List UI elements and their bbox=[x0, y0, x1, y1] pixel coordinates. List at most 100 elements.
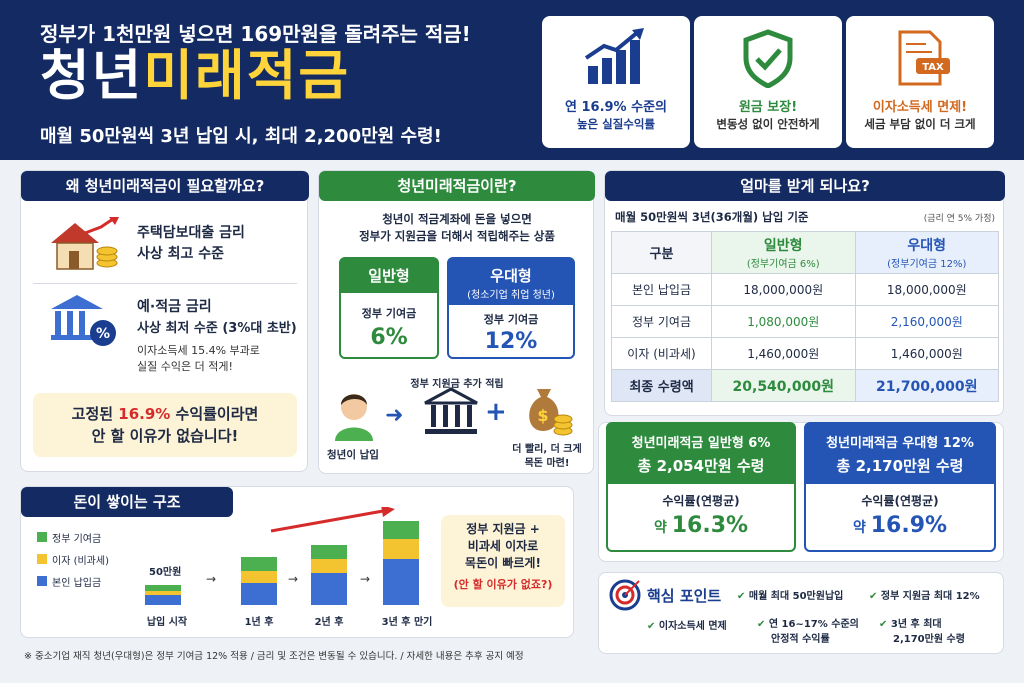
chevron-arrow-icon: → bbox=[206, 572, 216, 586]
svg-text:TAX: TAX bbox=[922, 62, 944, 73]
x-label: 2년 후 bbox=[314, 617, 344, 628]
title-white: 청년 bbox=[40, 44, 144, 107]
page-title: 청년미래적금 bbox=[40, 46, 350, 106]
point-label: 3년 후 최대 bbox=[890, 619, 942, 630]
general-title: 일반형 bbox=[341, 259, 437, 293]
general-h1: 청년미래적금 일반형 6% bbox=[631, 436, 771, 451]
side-line3: 목돈이 빠르게! bbox=[465, 556, 541, 570]
title-yellow: 미래적금 bbox=[143, 44, 351, 107]
structure-panel: 돈이 쌓이는 구조 정부 기여금 이자 (비과세) 본인 납입금 50만원 → … bbox=[20, 486, 574, 638]
legend-label: 이자 (비과세) bbox=[52, 556, 109, 567]
x-label: 납입 시작 bbox=[146, 617, 188, 628]
general-rate-label: 수익률(연평균) bbox=[662, 494, 740, 508]
col-general-header: 일반형 (정부기여금 6%) bbox=[711, 231, 856, 274]
reason2-note: 이자소득세 15.4% 부과로 실질 수익은 더 적게! bbox=[137, 343, 260, 375]
table-row: 정부 기여금 1,080,000원 2,160,000원 bbox=[611, 305, 999, 338]
point-item: ✔ 3년 후 최대 2,170만원 수령 bbox=[879, 617, 965, 647]
point-label: 안정적 수익률 bbox=[771, 634, 830, 645]
bar-segment-gov bbox=[145, 585, 181, 591]
bar-segment-gov bbox=[241, 557, 277, 571]
col-general: 일반형 bbox=[763, 238, 803, 254]
preferred-type-box: 우대형 (청소기업 취업 청년) 정부 기여금 12% bbox=[447, 257, 575, 359]
check-icon: ✔ bbox=[757, 619, 766, 630]
general-label: 정부 기여금 bbox=[361, 307, 417, 320]
legend-swatch bbox=[37, 532, 47, 542]
bar-segment-principal bbox=[145, 595, 181, 605]
why-title: 왜 청년미래적금이 필요할까요? bbox=[21, 171, 309, 201]
what-panel: 청년미래적금이란? 청년이 적금계좌에 돈을 넣으면 정부가 지원금을 더해서 … bbox=[318, 170, 595, 474]
money-bag-icon: $ bbox=[519, 381, 575, 441]
arrow-right-icon: ➜ bbox=[385, 403, 404, 428]
legend-item: 정부 기여금 bbox=[37, 529, 109, 551]
flow-result2: 목돈 마련! bbox=[524, 458, 570, 469]
call-post: 수익률이라면 bbox=[170, 405, 259, 423]
check-icon: ✔ bbox=[647, 621, 656, 632]
bar-segment-gov bbox=[383, 521, 419, 539]
row-label: 본인 납입금 bbox=[611, 273, 712, 306]
start-value-label: 50만원 bbox=[149, 567, 182, 578]
row-general: 18,000,000원 bbox=[711, 273, 856, 306]
bar-segment-gov bbox=[311, 545, 347, 559]
point-item: ✔ 매월 최대 50만원납입 bbox=[737, 587, 843, 602]
table-row: 이자 (비과세) 1,460,000원 1,460,000원 bbox=[611, 337, 999, 370]
total-general: 20,540,000원 bbox=[711, 369, 856, 402]
feature-line2: 세금 부담 없이 더 크게 bbox=[864, 117, 976, 131]
check-icon: ✔ bbox=[737, 591, 746, 602]
point-label: 매월 최대 50만원납입 bbox=[748, 591, 844, 602]
row-general: 1,460,000원 bbox=[711, 337, 856, 370]
call-line2: 안 할 이유가 없습니다! bbox=[91, 427, 239, 445]
growth-arrow-head bbox=[381, 507, 395, 517]
legend-swatch bbox=[37, 554, 47, 564]
bar-segment-interest bbox=[241, 571, 277, 583]
chevron-arrow-icon: → bbox=[288, 572, 298, 586]
point-label: 정부 지원금 최대 12% bbox=[880, 591, 980, 602]
row-pref: 2,160,000원 bbox=[854, 305, 999, 338]
bar-segment-interest bbox=[145, 591, 181, 595]
why-callout: 고정된 16.9% 수익률이라면 안 할 이유가 없습니다! bbox=[33, 393, 297, 457]
check-icon: ✔ bbox=[879, 619, 888, 630]
pref-result-card: 청년미래적금 우대형 12% 총 2,170만원 수령 수익률(연평균) 약 1… bbox=[804, 422, 996, 552]
feature-line2: 변동성 없이 안전하게 bbox=[716, 117, 820, 131]
header-subtitle: 정부가 1천만원 넣으면 169만원을 돌려주는 적금! bbox=[40, 22, 471, 46]
amount-title: 얼마를 받게 되나요? bbox=[605, 171, 1005, 201]
growth-arrow bbox=[270, 509, 384, 533]
table-total-row: 최종 수령액 20,540,000원 21,700,000원 bbox=[611, 369, 999, 402]
side-line1: 정부 지원금 + bbox=[466, 522, 540, 536]
side-line2: 비과세 이자로 bbox=[467, 539, 539, 553]
flow-person-label: 청년이 납입 bbox=[327, 449, 379, 461]
x-label: 1년 후 bbox=[244, 617, 274, 628]
call-red: 16.9% bbox=[118, 405, 171, 423]
table-row: 본인 납입금 18,000,000원 18,000,000원 bbox=[611, 273, 999, 306]
header-description: 매월 50만원씩 3년 납입 시, 최대 2,200만원 수령! bbox=[40, 126, 442, 147]
flow-result: 더 빨리, 더 크게 목돈 마련! bbox=[505, 443, 589, 471]
legend-label: 정부 기여금 bbox=[52, 534, 102, 545]
point-label: 연 16~17% 수준의 bbox=[768, 619, 859, 630]
feature-line1: 이자소득세 면제! bbox=[872, 100, 968, 115]
rate-note: (금리 연 5% 가정) bbox=[923, 214, 995, 224]
check-icon: ✔ bbox=[869, 591, 878, 602]
bar-segment-principal bbox=[383, 559, 419, 605]
pref-title: 우대형 bbox=[490, 267, 532, 285]
bar-segment-principal bbox=[311, 573, 347, 605]
amount-basis: 매월 50만원씩 3년(36개월) 납입 기준 bbox=[615, 210, 809, 224]
reason2-note2: 실질 수익은 더 적게! bbox=[137, 360, 233, 373]
pref-h2: 총 2,170만원 수령 bbox=[836, 457, 964, 475]
bar-segment-interest bbox=[311, 559, 347, 573]
col-pref-sub: (정부기여금 12%) bbox=[887, 259, 967, 270]
col-general-sub: (정부기여금 6%) bbox=[746, 259, 820, 270]
legend-swatch bbox=[37, 576, 47, 586]
house-rising-icon bbox=[45, 217, 123, 277]
target-icon bbox=[609, 579, 641, 615]
feature-card-safe: 원금 보장! 변동성 없이 안전하게 bbox=[694, 16, 842, 148]
what-title: 청년미래적금이란? bbox=[319, 171, 595, 201]
point-item: ✔ 정부 지원금 최대 12% bbox=[869, 587, 980, 602]
feature-line1: 연 16.9% 수준의 bbox=[565, 100, 667, 115]
point-item: ✔ 이자소득세 면제 bbox=[647, 617, 727, 632]
pref-header: 우대형 (청소기업 취업 청년) bbox=[449, 259, 573, 305]
general-type-box: 일반형 정부 기여금 6% bbox=[339, 257, 439, 359]
what-desc1: 청년이 적금계좌에 돈을 넣으면 bbox=[382, 212, 532, 226]
row-general: 1,080,000원 bbox=[711, 305, 856, 338]
structure-callout: 정부 지원금 + 비과세 이자로 목돈이 빠르게! (안 할 이유가 없죠?) bbox=[441, 515, 565, 607]
flow-result1: 더 빨리, 더 크게 bbox=[512, 444, 582, 455]
